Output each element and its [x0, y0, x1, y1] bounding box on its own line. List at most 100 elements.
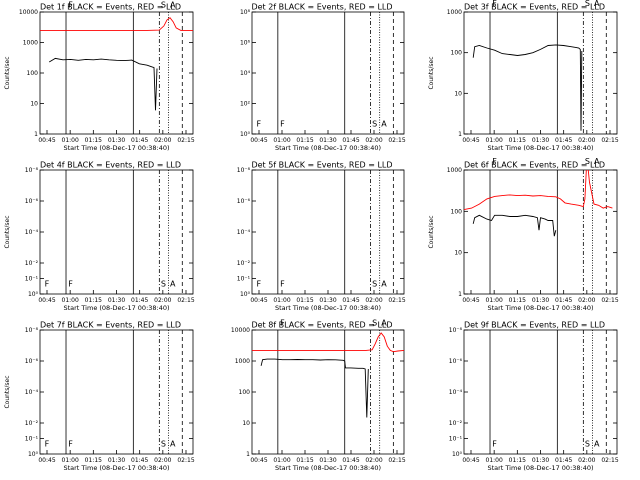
- x-tick-label: 01:00: [486, 297, 503, 304]
- series-lld: [252, 332, 404, 353]
- y-tick-label: 10⁰: [452, 451, 463, 458]
- plot-frame: [251, 11, 405, 135]
- y-tick-label: 1: [458, 291, 462, 298]
- marker-label: S: [161, 280, 166, 289]
- x-tick-label: 01:45: [555, 457, 572, 464]
- marker-label: F: [492, 157, 497, 166]
- marker-label: S: [372, 318, 377, 327]
- y-tick-label: 100: [451, 208, 463, 215]
- y-tick-label: 1: [458, 131, 462, 138]
- x-tick-label: 02:15: [388, 137, 405, 144]
- panel-title: Det 2f BLACK = Events, RED = LLD: [251, 3, 392, 12]
- marker-label: S: [372, 280, 377, 289]
- x-tick-label: 01:45: [342, 457, 359, 464]
- x-tick-label: 01:30: [319, 457, 336, 464]
- marker-label: F: [280, 318, 285, 327]
- y-tick-label: 10⁻²: [25, 260, 39, 267]
- marker-label: F: [280, 120, 285, 129]
- marker-label: F: [257, 280, 262, 289]
- y-tick-label: 10⁻²: [237, 260, 251, 267]
- plot-frame: [251, 329, 405, 455]
- series-lld: [464, 170, 613, 211]
- x-tick-label: 01:30: [108, 297, 125, 304]
- x-axis-label: Start Time (08-Dec-17 00:38:40): [63, 464, 169, 472]
- x-tick-label: 01:45: [131, 457, 148, 464]
- panel-title: Det 5f BLACK = Events, RED = LLD: [251, 161, 392, 170]
- x-tick-label: 01:30: [108, 137, 125, 144]
- y-tick-label: 10⁻⁴: [449, 389, 463, 396]
- plot-area: [65, 330, 183, 454]
- x-axis-label: Start Time (08-Dec-17 00:38:40): [275, 464, 381, 472]
- y-tick-label: 10000: [19, 9, 38, 16]
- y-tick-label: 100: [451, 50, 463, 57]
- y-tick-label: 10: [242, 420, 250, 427]
- plot-frame: [251, 169, 405, 295]
- y-tick-label: 10⁻²: [449, 420, 463, 427]
- y-tick-label: 10⁴: [240, 70, 251, 77]
- x-tick-label: 01:00: [62, 137, 79, 144]
- marker-label: S: [585, 440, 590, 449]
- plot-frame: [39, 169, 194, 295]
- x-tick-label: 02:00: [154, 137, 171, 144]
- marker-label: S: [585, 157, 590, 166]
- panel-title: Det 8f BLACK = Events, RED = LLD: [251, 321, 392, 330]
- y-tick-label: 10⁻⁸: [25, 327, 39, 334]
- x-tick-label: 02:15: [388, 457, 405, 464]
- x-tick-label: 01:00: [62, 297, 79, 304]
- plot-area: [277, 12, 394, 134]
- y-tick-label: 10⁻⁸: [25, 167, 39, 174]
- x-tick-label: 02:00: [578, 137, 595, 144]
- y-axis-label: Counts/sec: [4, 375, 11, 408]
- panel-4: F F S A Det 4f BLACK = Events, RED = LLD10⁻⁸…: [4, 161, 195, 313]
- marker-label: A: [170, 0, 176, 9]
- plot-frame: [463, 11, 618, 135]
- marker-label: A: [594, 440, 600, 449]
- x-tick-label: 01:30: [319, 297, 336, 304]
- marker-label: A: [170, 440, 176, 449]
- x-tick-label: 02:00: [578, 297, 595, 304]
- marker-label: S: [585, 0, 590, 8]
- y-tick-label: 10: [30, 101, 38, 108]
- y-axis-label: Counts/sec: [428, 215, 435, 248]
- y-tick-label: 1: [246, 451, 250, 458]
- marker-label: A: [381, 280, 387, 289]
- y-tick-label: 10⁻⁶: [25, 358, 39, 365]
- x-tick-label: 02:15: [177, 137, 194, 144]
- marker-label: F: [68, 440, 73, 449]
- plot-area: [489, 330, 607, 454]
- x-tick-label: 00:45: [250, 457, 267, 464]
- x-tick-label: 01:00: [273, 297, 290, 304]
- x-tick-label: 00:45: [462, 137, 479, 144]
- y-tick-label: 10⁻⁶: [237, 198, 251, 205]
- plot-area: [472, 12, 607, 134]
- x-tick-label: 00:45: [462, 297, 479, 304]
- y-tick-label: 10⁻¹: [25, 276, 39, 283]
- y-tick-label: 1000: [23, 40, 38, 47]
- y-tick-label: 10⁰: [28, 451, 39, 458]
- x-tick-label: 01:30: [532, 457, 549, 464]
- x-axis-label: Start Time (08-Dec-17 00:38:40): [275, 144, 381, 152]
- marker-label: S: [161, 440, 166, 449]
- marker-label: S: [161, 0, 166, 9]
- x-tick-label: 02:15: [177, 457, 194, 464]
- panel-7: F F S A Det 7f BLACK = Events, RED = LLD10⁻⁸…: [4, 321, 195, 473]
- marker-label: A: [594, 0, 600, 8]
- plot-frame: [463, 169, 618, 295]
- x-tick-label: 00:45: [462, 457, 479, 464]
- marker-label: F: [68, 0, 73, 9]
- series-events: [472, 44, 583, 131]
- y-tick-label: 10: [454, 250, 462, 257]
- x-tick-label: 01:00: [273, 137, 290, 144]
- marker-label: A: [170, 280, 176, 289]
- x-tick-label: 01:45: [555, 297, 572, 304]
- x-axis-label: Start Time (08-Dec-17 00:38:40): [275, 304, 381, 312]
- x-tick-label: 01:15: [296, 137, 313, 144]
- x-tick-label: 00:45: [250, 137, 267, 144]
- plot-area: [65, 170, 183, 294]
- x-tick-label: 02:00: [154, 457, 171, 464]
- y-tick-label: 10⁰: [240, 131, 251, 138]
- y-tick-label: 10⁻⁸: [237, 167, 251, 174]
- x-tick-label: 01:15: [85, 457, 102, 464]
- y-tick-label: 1: [34, 131, 38, 138]
